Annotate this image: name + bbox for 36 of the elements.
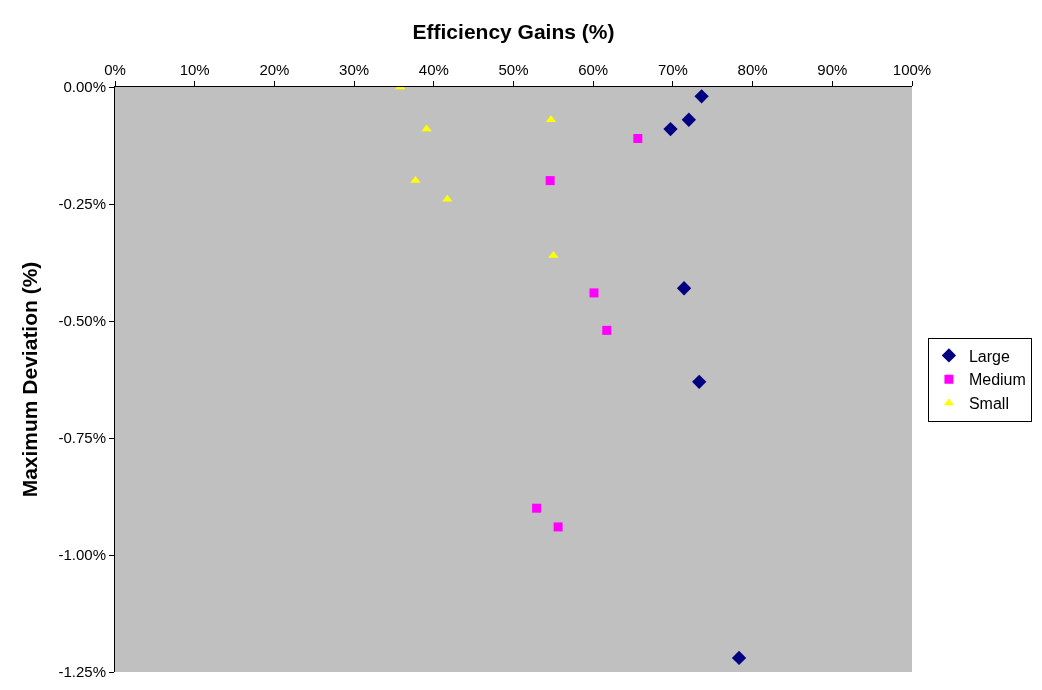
point xyxy=(694,89,709,104)
y-tick-label: -0.25% xyxy=(58,195,106,213)
point xyxy=(692,374,707,389)
y-tick-label: -1.25% xyxy=(58,663,106,681)
point xyxy=(589,288,599,298)
legend-label: Large xyxy=(968,347,1010,365)
y-tick-label: 0.00% xyxy=(63,78,106,96)
legend-label: Medium xyxy=(968,371,1026,389)
point xyxy=(532,503,542,513)
point xyxy=(663,121,678,137)
x-tick-label: 20% xyxy=(259,61,290,78)
y-tick-label: -0.75% xyxy=(58,429,106,447)
point xyxy=(681,112,696,127)
x-tick-label: 80% xyxy=(737,61,768,78)
legend-label: Small xyxy=(968,395,1009,413)
x-tick-label: 70% xyxy=(657,61,688,78)
point xyxy=(633,133,643,143)
y-tick-label: -1.00% xyxy=(58,546,106,564)
x-tick-label: 30% xyxy=(339,61,370,78)
x-tick-label: 100% xyxy=(892,61,932,78)
x-tick-label: 40% xyxy=(418,61,449,78)
point xyxy=(553,522,563,532)
point xyxy=(545,176,555,186)
x-tick-label: 0% xyxy=(104,61,126,78)
y-tick-label: -0.50% xyxy=(58,312,106,330)
point xyxy=(442,194,453,202)
point xyxy=(548,250,559,258)
x-tick-label: 60% xyxy=(578,61,609,78)
point xyxy=(676,281,692,296)
point xyxy=(602,325,612,335)
point xyxy=(731,650,747,666)
x-axis-title: Efficiency Gains (%) xyxy=(412,20,615,44)
x-tick-label: 90% xyxy=(817,61,848,78)
x-tick-label: 10% xyxy=(179,61,210,78)
x-tick-label: 50% xyxy=(498,61,529,78)
y-axis-title: Maximum Deviation (%) xyxy=(17,261,41,498)
